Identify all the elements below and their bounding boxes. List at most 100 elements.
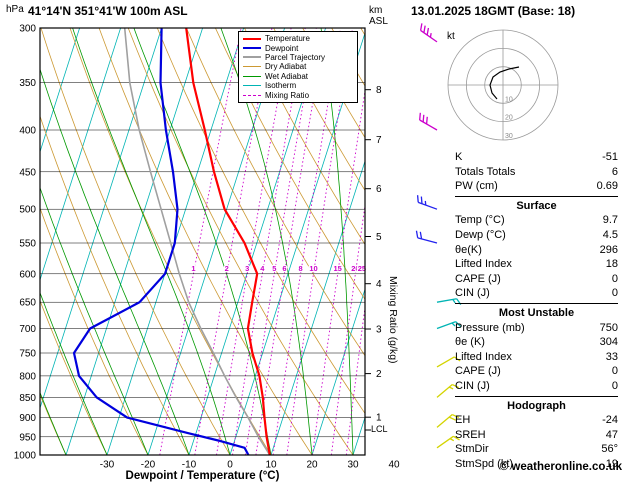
stat-label: Pressure (mb)	[455, 321, 525, 334]
stat-value: -24	[602, 414, 618, 427]
stat-row: CAPE (J) 0	[455, 364, 618, 379]
svg-text:30: 30	[347, 460, 359, 471]
mixing-ratio-lines	[159, 28, 365, 455]
svg-text:700: 700	[19, 324, 36, 335]
hodograph-unit-label: kt	[447, 31, 455, 42]
legend-label: Dry Adiabat	[265, 62, 307, 72]
pressure-unit-label: hPa	[6, 4, 24, 15]
stat-row: Lifted Index 18	[455, 257, 618, 272]
asl-axis-label: ASL	[369, 16, 388, 27]
stat-value: 56°	[601, 443, 618, 456]
svg-text:1: 1	[191, 264, 195, 273]
stat-label: CAPE (J)	[455, 272, 501, 285]
stat-row: Dewp (°C) 4.5	[455, 228, 618, 243]
stat-label: CIN (J)	[455, 379, 490, 392]
stat-row: CAPE (J) 0	[455, 272, 618, 287]
stat-value: -51	[602, 151, 618, 163]
lcl-label: LCL	[371, 424, 388, 434]
legend-swatch	[243, 75, 261, 77]
legend-item: Mixing Ratio	[243, 90, 357, 100]
stat-label: Temp (°C)	[455, 214, 505, 227]
legend-swatch	[243, 85, 261, 87]
wind-barb	[436, 413, 460, 428]
mixing-ratio-value-labels: 1 2 3 4 5 6 8 10 15 2025	[190, 263, 367, 275]
stat-value: 0	[611, 287, 618, 300]
isotherms	[40, 28, 365, 455]
legend-item: Isotherm	[243, 81, 357, 90]
stat-label: EH	[455, 414, 471, 427]
svg-text:8: 8	[376, 85, 382, 96]
hodograph: 10 20 30	[447, 29, 559, 141]
wind-barbs	[415, 23, 462, 449]
legend-swatch	[243, 66, 261, 68]
svg-text:4: 4	[260, 264, 265, 273]
temperature-tick-labels: -30 -20 -10 0 10 20 30 40	[100, 460, 400, 471]
section-divider	[455, 395, 618, 397]
stat-value: 0	[611, 272, 618, 285]
stat-label: StmDir	[455, 443, 489, 456]
svg-text:550: 550	[19, 239, 36, 250]
svg-text:500: 500	[19, 205, 36, 216]
section-divider	[455, 302, 618, 304]
km-tick-labels: 1 2 3 4 5 6 7 8	[365, 85, 382, 431]
svg-text:850: 850	[19, 393, 36, 404]
stat-value: 304	[599, 336, 618, 349]
wind-barb	[419, 23, 438, 43]
chart-frame	[39, 27, 366, 456]
svg-text:-30: -30	[100, 460, 115, 471]
dewpoint-curve	[72, 28, 250, 455]
section-title: Surface	[516, 199, 557, 212]
stat-row: θe(K) 296	[455, 243, 618, 258]
stat-row: K -51	[455, 150, 618, 165]
legend-label: Mixing Ratio	[265, 90, 310, 100]
stat-label: CIN (J)	[455, 287, 490, 300]
svg-text:10: 10	[505, 96, 513, 103]
stat-value: 19	[605, 457, 618, 470]
stat-label: K	[455, 151, 463, 163]
wind-barb	[416, 195, 438, 210]
svg-text:40: 40	[388, 460, 400, 471]
wind-barb	[415, 230, 438, 244]
pressure-tick-labels: 300 350 400 450 500 550 600 650 700 750 800 850 900 9…	[14, 24, 37, 462]
svg-text:-20: -20	[141, 460, 156, 471]
svg-text:350: 350	[19, 78, 36, 89]
stat-label: Totals Totals	[455, 165, 516, 178]
svg-text:10: 10	[265, 460, 277, 471]
stat-label: Dewp (°C)	[455, 228, 506, 241]
svg-text:3: 3	[245, 264, 249, 273]
svg-text:5: 5	[272, 264, 276, 273]
stat-value: 0	[611, 379, 618, 392]
stat-label: StmSpd (kt)	[455, 457, 514, 470]
svg-text:950: 950	[19, 432, 36, 443]
wind-barb	[419, 112, 438, 131]
legend-label: Wet Adiabat	[265, 71, 308, 81]
datetime-title: 13.01.2025 18GMT (Base: 18)	[411, 4, 576, 18]
stat-value: 0	[611, 365, 618, 378]
svg-text:8: 8	[299, 264, 303, 273]
copyright-link[interactable]: © weatheronline.co.uk	[499, 461, 622, 473]
stat-value: 4.5	[602, 228, 618, 241]
svg-text:4: 4	[376, 279, 382, 290]
stat-row: Temp (°C) 9.7	[455, 213, 618, 228]
svg-text:-10: -10	[182, 460, 197, 471]
svg-text:300: 300	[19, 24, 36, 35]
legend-label: Dewpoint	[265, 43, 299, 53]
legend-item: Wet Adiabat	[243, 72, 357, 81]
stat-row: Totals Totals 6	[455, 165, 618, 180]
stat-value: 47	[605, 428, 618, 441]
stat-row: Pressure (mb) 750	[455, 321, 618, 336]
stat-row: EH -24	[455, 413, 618, 428]
wind-barb	[436, 356, 461, 368]
stat-row: StmDir 56°	[455, 442, 618, 457]
stat-row: CIN (J) 0	[455, 379, 618, 394]
svg-text:750: 750	[19, 349, 36, 360]
legend-item: Parcel Trajectory	[243, 53, 357, 62]
stat-label: θe (K)	[455, 336, 485, 349]
svg-text:450: 450	[19, 167, 36, 178]
stat-row: CIN (J) 0	[455, 286, 618, 301]
wind-barb	[436, 435, 460, 449]
legend-label: Parcel Trajectory	[265, 52, 326, 62]
parcel-curve	[123, 28, 271, 455]
stat-label: CAPE (J)	[455, 365, 501, 378]
